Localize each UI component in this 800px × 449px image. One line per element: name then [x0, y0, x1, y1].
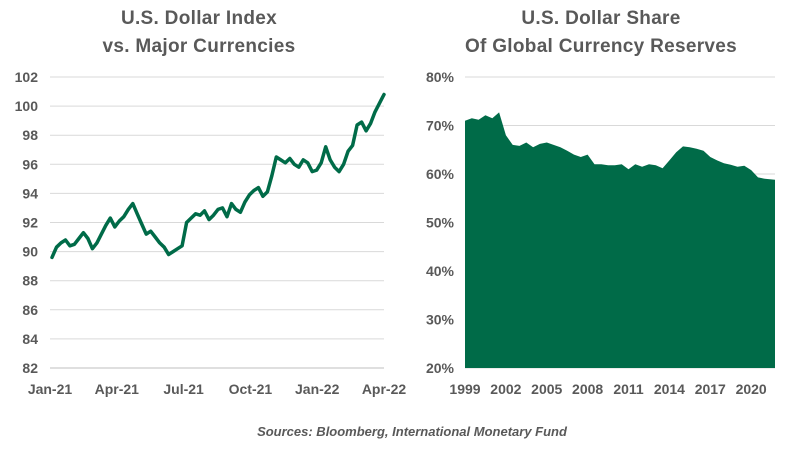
right-y-tick-label: 20%: [426, 360, 455, 376]
right-chart-title-line1: U.S. Dollar Share: [521, 8, 680, 29]
usd-reserve-share-area: [465, 112, 775, 369]
dollar-index-line: [50, 92, 386, 260]
left-chart-y-ticks: 82 84 86 88 90 92 94 96 98 100 102: [15, 69, 39, 376]
left-chart-title-line1: U.S. Dollar Index: [121, 8, 277, 29]
right-chart-x-ticks: 1999 2002 2005 2008 2011 2014 2017 2020: [449, 381, 767, 397]
right-chart-y-ticks: 20% 30% 40% 50% 60% 70% 80%: [426, 69, 455, 376]
left-x-tick-label: Jan-22: [295, 381, 340, 397]
left-y-tick-label: 102: [15, 69, 39, 85]
right-y-tick-label: 70%: [426, 118, 455, 134]
source-note: Sources: Bloomberg, International Moneta…: [257, 424, 568, 439]
right-y-tick-label: 50%: [426, 215, 455, 231]
left-x-tick-label: Oct-21: [229, 381, 273, 397]
right-chart-title-line2: Of Global Currency Reserves: [465, 36, 737, 57]
left-y-tick-label: 90: [22, 244, 38, 260]
right-x-tick-label: 2008: [572, 381, 603, 397]
left-y-tick-label: 88: [22, 273, 38, 289]
left-x-tick-label: Apr-22: [362, 381, 407, 397]
right-x-tick-label: 2020: [736, 381, 767, 397]
right-chart-area-group: [465, 112, 775, 369]
left-chart-gridlines: [50, 76, 384, 369]
right-y-tick-label: 80%: [426, 69, 455, 85]
left-y-tick-label: 98: [22, 127, 38, 143]
left-x-tick-label: Jan-21: [28, 381, 73, 397]
left-y-tick-label: 100: [15, 98, 39, 114]
left-x-tick-label: Apr-21: [95, 381, 140, 397]
right-x-tick-label: 2005: [531, 381, 562, 397]
right-x-tick-label: 2017: [695, 381, 726, 397]
right-x-tick-label: 2014: [654, 381, 685, 397]
left-chart-x-ticks: Jan-21 Apr-21 Jul-21 Oct-21 Jan-22 Apr-22: [28, 381, 407, 397]
left-y-tick-label: 84: [22, 331, 38, 347]
left-y-tick-label: 82: [22, 360, 38, 376]
left-y-tick-label: 96: [22, 156, 38, 172]
left-y-tick-label: 94: [22, 185, 38, 201]
left-y-tick-label: 92: [22, 215, 38, 231]
right-y-tick-label: 40%: [426, 263, 455, 279]
left-chart-line-group: [50, 92, 386, 260]
right-y-tick-label: 60%: [426, 166, 455, 182]
right-y-tick-label: 30%: [426, 312, 455, 328]
left-y-tick-label: 86: [22, 302, 38, 318]
left-x-tick-label: Jul-21: [163, 381, 204, 397]
right-x-tick-label: 2002: [490, 381, 521, 397]
left-chart-title-line2: vs. Major Currencies: [103, 36, 296, 57]
right-x-tick-label: 2011: [613, 381, 644, 397]
right-x-tick-label: 1999: [449, 381, 480, 397]
